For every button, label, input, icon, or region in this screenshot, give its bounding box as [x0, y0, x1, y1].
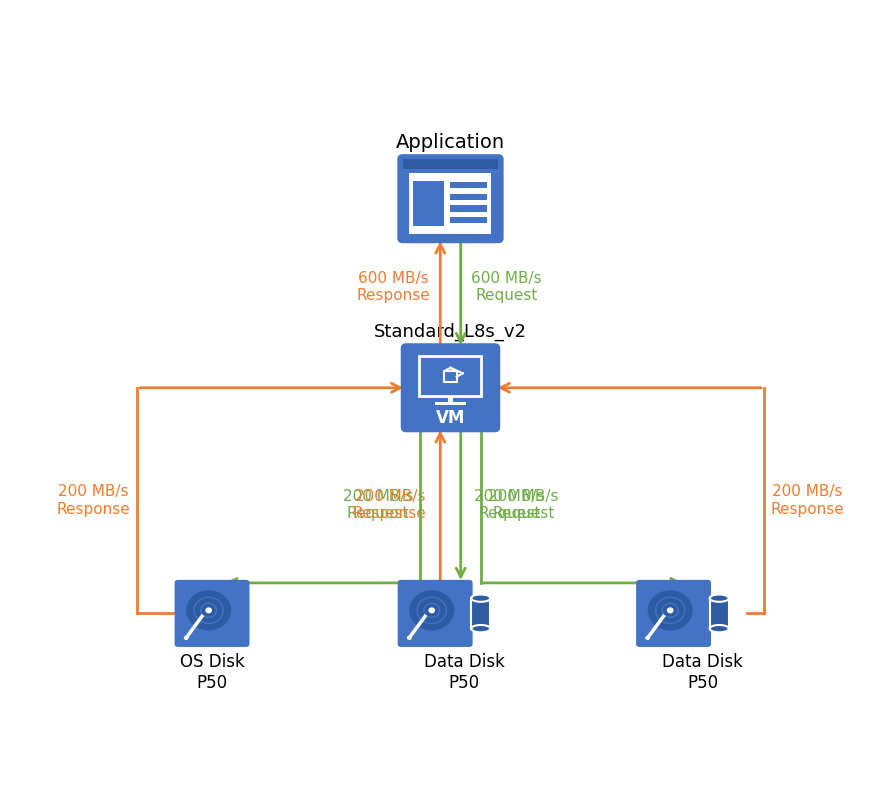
- Text: Standard_L8s_v2: Standard_L8s_v2: [373, 322, 527, 341]
- Text: Data Disk
P50: Data Disk P50: [661, 653, 742, 692]
- Text: 200 MB/s
Response: 200 MB/s Response: [352, 489, 426, 521]
- Bar: [419, 356, 481, 396]
- Bar: [402, 159, 498, 169]
- FancyBboxPatch shape: [636, 580, 710, 647]
- Bar: [443, 371, 457, 383]
- Text: 200 MB/s
Request: 200 MB/s Request: [342, 489, 413, 521]
- Text: 600 MB/s
Request: 600 MB/s Request: [471, 271, 541, 303]
- Circle shape: [409, 590, 454, 630]
- Text: 200 MB/s
Response: 200 MB/s Response: [770, 485, 844, 517]
- FancyBboxPatch shape: [400, 343, 500, 432]
- Text: Data Disk
P50: Data Disk P50: [423, 653, 504, 692]
- FancyBboxPatch shape: [397, 154, 503, 243]
- Text: 200 MB/s
Request: 200 MB/s Request: [474, 489, 544, 521]
- Bar: [450, 193, 486, 200]
- Circle shape: [644, 636, 650, 640]
- Ellipse shape: [471, 595, 490, 602]
- Text: VM: VM: [435, 409, 464, 427]
- Ellipse shape: [709, 595, 728, 602]
- Bar: [709, 598, 728, 629]
- Circle shape: [666, 607, 673, 613]
- Bar: [471, 598, 490, 629]
- Ellipse shape: [709, 625, 728, 632]
- Circle shape: [184, 636, 189, 640]
- Circle shape: [428, 607, 435, 613]
- Ellipse shape: [471, 625, 490, 632]
- Circle shape: [407, 636, 411, 640]
- Text: OS Disk
P50: OS Disk P50: [179, 653, 244, 692]
- Bar: [447, 396, 453, 406]
- Text: 600 MB/s
Response: 600 MB/s Response: [356, 271, 429, 303]
- Bar: [450, 205, 486, 211]
- Text: 200 MB/s
Request: 200 MB/s Request: [487, 489, 558, 521]
- Bar: [450, 182, 486, 188]
- Bar: [450, 217, 486, 223]
- Circle shape: [186, 590, 231, 630]
- FancyBboxPatch shape: [175, 580, 249, 647]
- Text: Application: Application: [395, 133, 505, 152]
- Circle shape: [205, 607, 212, 613]
- Bar: [409, 173, 491, 234]
- FancyBboxPatch shape: [397, 580, 472, 647]
- Bar: [413, 181, 443, 226]
- Bar: [434, 402, 466, 406]
- Text: 200 MB/s
Response: 200 MB/s Response: [56, 485, 130, 517]
- Circle shape: [647, 590, 692, 630]
